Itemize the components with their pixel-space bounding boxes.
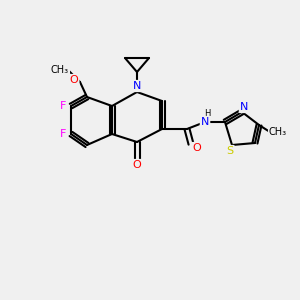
- Text: S: S: [226, 146, 234, 156]
- Text: O: O: [133, 160, 141, 170]
- Text: N: N: [240, 102, 248, 112]
- Text: N: N: [201, 117, 209, 127]
- Text: CH₃: CH₃: [51, 65, 69, 75]
- Text: O: O: [70, 75, 78, 85]
- Text: F: F: [60, 129, 66, 139]
- Text: N: N: [133, 81, 141, 91]
- Text: H: H: [204, 110, 210, 118]
- Text: CH₃: CH₃: [269, 127, 287, 137]
- Text: F: F: [60, 101, 66, 111]
- Text: O: O: [193, 143, 201, 153]
